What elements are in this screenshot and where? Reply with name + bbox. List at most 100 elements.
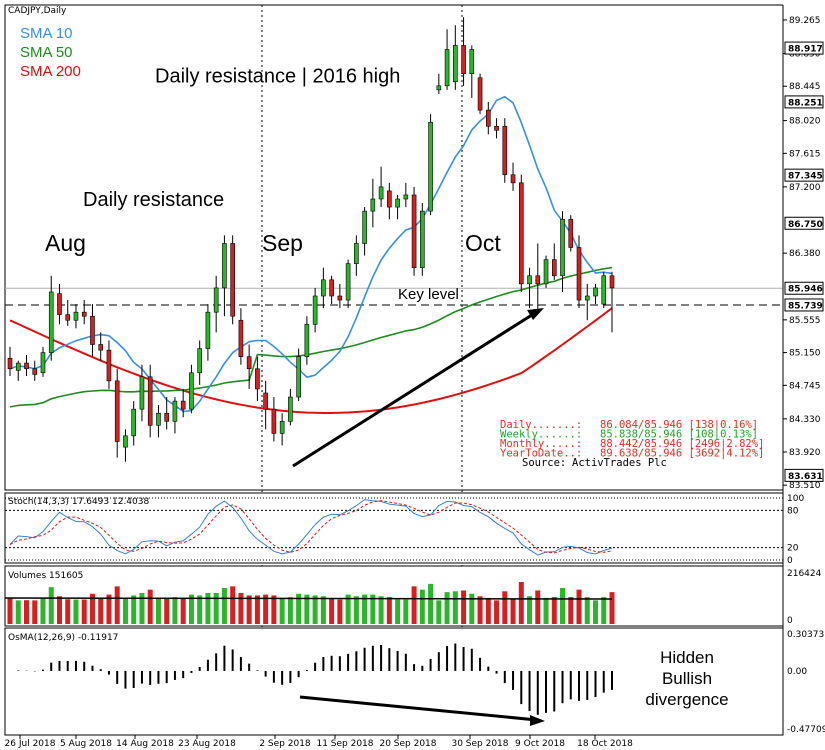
candle-body [15, 362, 21, 371]
price-level-box: 85.946 [784, 281, 824, 295]
volume-bar [254, 595, 260, 624]
volume-bar [7, 598, 13, 624]
volume-bar [560, 588, 566, 624]
candle [164, 397, 169, 430]
candle [263, 380, 268, 430]
candle-body [568, 218, 574, 248]
volume-bar [122, 597, 128, 624]
date-tick-label: 5 Aug 2018 [60, 739, 112, 749]
volume-bar [89, 593, 95, 624]
candle [189, 364, 194, 414]
candle-body [510, 174, 516, 184]
price-level-box-label: 88.251 [788, 98, 823, 108]
stoch-level-label: 20 [787, 544, 799, 554]
candle [296, 348, 301, 402]
price-tick-label: 83.920 [789, 448, 821, 458]
volume-bar [65, 599, 71, 624]
candle [444, 29, 450, 90]
candle [486, 102, 491, 135]
volume-bar [114, 586, 120, 624]
candle [428, 114, 433, 216]
stat-value: ActivTrades Plc [572, 457, 667, 469]
volume-bar [197, 595, 203, 624]
candle [271, 397, 277, 442]
candle-body [156, 412, 161, 426]
candle-body [189, 372, 194, 410]
candle [114, 368, 120, 458]
candle [279, 413, 285, 446]
volume-level-label: 216424 [787, 569, 822, 579]
price-axis-layer: 89.26588.85088.44588.02087.61587.20086.3… [782, 0, 825, 750]
volume-bar [452, 591, 458, 624]
candle [222, 235, 227, 317]
date-tick-label: 26 Jul 2018 [5, 739, 56, 749]
trend-line [292, 311, 536, 468]
candle-body [147, 376, 153, 426]
candle-body [551, 259, 557, 277]
candle [469, 45, 475, 98]
volume-bar [543, 597, 549, 624]
candle-body [486, 109, 491, 127]
volume-bar [320, 596, 326, 624]
candle-body [32, 368, 38, 375]
candle [560, 211, 565, 292]
candle [387, 182, 392, 220]
volume-bar [485, 597, 491, 624]
price-level-box: 83.631 [784, 468, 824, 482]
candle [329, 275, 334, 305]
price-tick-label: 84.330 [789, 415, 821, 425]
candle-body [90, 315, 95, 345]
volume-bar [518, 582, 524, 624]
volume-bar [246, 595, 252, 624]
volume-bar [378, 596, 384, 624]
volume-bar [568, 597, 574, 624]
date-tick-label: 11 Sep 2018 [316, 739, 373, 749]
volume-bar [312, 595, 318, 624]
volume-bar [263, 594, 269, 624]
candle [304, 316, 310, 365]
volume-bar [362, 594, 368, 624]
price-level-box: 85.739 [784, 298, 824, 312]
candle-body [593, 287, 598, 297]
trend-arrow-head [527, 308, 544, 320]
price-tick-label: 87.200 [789, 183, 821, 193]
date-tick-label: 2 Sep 2018 [259, 739, 311, 749]
candle-body [139, 376, 145, 410]
candle [395, 194, 400, 220]
sub-panels-layer: Stoch(14,3,3) 17.6493 12.4038 100 80 20 0 Vol… [4, 492, 825, 749]
stoch-level-label: 0 [787, 556, 793, 566]
candle-body [48, 291, 54, 353]
volume-bar [576, 589, 582, 624]
price-level-box-frame [784, 41, 824, 55]
candle [609, 271, 615, 333]
stoch-level-label: 100 [787, 494, 804, 504]
candles-layer [7, 17, 615, 462]
stat-label: Source: [522, 457, 566, 469]
price-level-box-frame [784, 95, 824, 109]
price-level-box-frame [784, 168, 824, 182]
candle-body [387, 190, 392, 208]
candle [354, 235, 359, 276]
candle [502, 118, 508, 183]
date-tick-label: 18 Oct 2018 [577, 739, 633, 749]
legend-sma-200: SMA 200 [20, 63, 81, 80]
candle-body [543, 259, 549, 285]
candle-body [114, 380, 120, 442]
candle-body [312, 295, 318, 325]
candle-body [197, 348, 202, 374]
price-level-box-label: 85.946 [788, 285, 823, 295]
candle [403, 182, 409, 208]
candle-body [403, 194, 409, 200]
legend-sma-10: SMA 10 [20, 25, 73, 42]
osma-arrow-head [530, 715, 545, 726]
price-level-box-label: 88.917 [788, 45, 823, 55]
candle [156, 405, 161, 438]
volume-bar [345, 594, 351, 624]
volume-label: Volumes 151605 [8, 571, 83, 581]
candle [411, 186, 417, 276]
month-label-oct: Oct [465, 230, 501, 256]
volume-bar [386, 597, 392, 624]
candle-body [461, 45, 466, 75]
candle-body [601, 275, 607, 305]
candle [477, 73, 483, 115]
